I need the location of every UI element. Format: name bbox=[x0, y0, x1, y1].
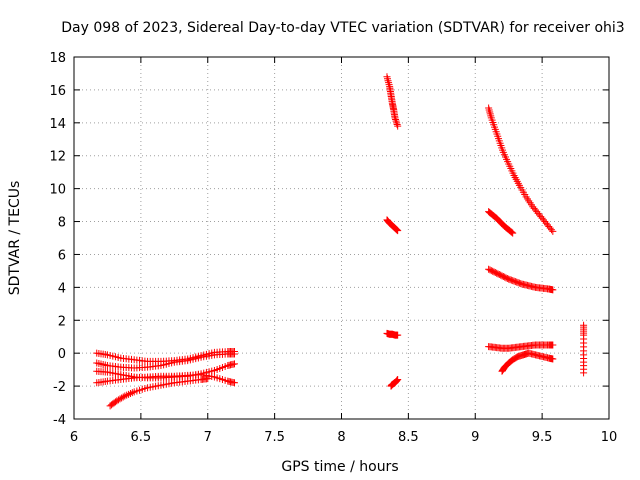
x-tick-label: 7.5 bbox=[264, 430, 285, 445]
x-tick-label: 8 bbox=[337, 430, 345, 445]
series-arc-i bbox=[387, 376, 402, 390]
y-tick-label: 18 bbox=[49, 51, 66, 66]
data-point bbox=[231, 350, 238, 358]
data-point bbox=[394, 331, 402, 339]
data-point bbox=[393, 120, 401, 128]
data-point bbox=[393, 376, 401, 384]
axis-ticks: 6 6.5 7 7.5 8 8.5 9 9.5 10 -4 -2 0 2 4 6 8 10 12 14 16 18 bbox=[49, 51, 617, 445]
data-point bbox=[549, 286, 557, 294]
y-tick-label: 2 bbox=[58, 314, 66, 329]
series-arc-b bbox=[93, 350, 238, 372]
data-point bbox=[580, 369, 588, 377]
data-point bbox=[392, 117, 400, 125]
series-arc-k bbox=[485, 208, 517, 237]
series-arc-j bbox=[485, 104, 557, 235]
x-tick-label: 9.5 bbox=[532, 430, 553, 445]
data-point bbox=[508, 228, 516, 236]
data-point bbox=[549, 355, 557, 363]
y-tick-label: 12 bbox=[49, 150, 66, 165]
data-point bbox=[394, 227, 402, 235]
data-point bbox=[507, 228, 515, 236]
data-point bbox=[549, 227, 557, 235]
x-tick-label: 9 bbox=[471, 430, 479, 445]
x-tick-label: 6.5 bbox=[131, 430, 152, 445]
gridlines bbox=[74, 57, 609, 419]
y-tick-label: 8 bbox=[58, 216, 66, 231]
chart-title: Day 098 of 2023, Sidereal Day-to-day VTE… bbox=[61, 20, 624, 36]
data-point bbox=[119, 393, 127, 401]
y-tick-label: -4 bbox=[53, 413, 66, 428]
series-arc-h bbox=[383, 329, 402, 339]
y-tick-label: 10 bbox=[49, 183, 66, 198]
series-arc-m bbox=[485, 341, 557, 352]
data-points bbox=[93, 73, 588, 410]
series-arc-e bbox=[106, 375, 212, 410]
x-tick-label: 6 bbox=[70, 430, 78, 445]
y-tick-label: -2 bbox=[53, 380, 66, 395]
y-axis-label: SDTVAR / TECUs bbox=[7, 181, 23, 296]
y-tick-label: 0 bbox=[58, 347, 66, 362]
series-arc-o bbox=[580, 321, 588, 377]
data-point bbox=[509, 229, 517, 237]
x-tick-label: 10 bbox=[601, 430, 618, 445]
data-point bbox=[394, 122, 402, 130]
y-tick-label: 14 bbox=[49, 117, 66, 132]
y-tick-label: 4 bbox=[58, 281, 66, 296]
data-point bbox=[204, 375, 212, 383]
series-arc-l bbox=[485, 265, 557, 294]
data-point bbox=[231, 379, 238, 387]
series-arc-f bbox=[383, 73, 402, 130]
x-tick-label: 8.5 bbox=[398, 430, 419, 445]
series-arc-g bbox=[383, 216, 402, 235]
y-tick-label: 6 bbox=[58, 248, 66, 263]
data-point bbox=[394, 376, 402, 384]
series-arc-n bbox=[498, 349, 557, 375]
data-point bbox=[231, 360, 238, 368]
x-axis-label: GPS time / hours bbox=[281, 459, 398, 475]
data-point bbox=[391, 114, 399, 122]
data-point bbox=[547, 226, 555, 234]
data-point bbox=[393, 119, 401, 127]
y-tick-label: 16 bbox=[49, 84, 66, 99]
data-point bbox=[549, 341, 557, 349]
x-tick-label: 7 bbox=[204, 430, 212, 445]
data-point bbox=[393, 377, 401, 385]
data-point bbox=[392, 116, 400, 124]
